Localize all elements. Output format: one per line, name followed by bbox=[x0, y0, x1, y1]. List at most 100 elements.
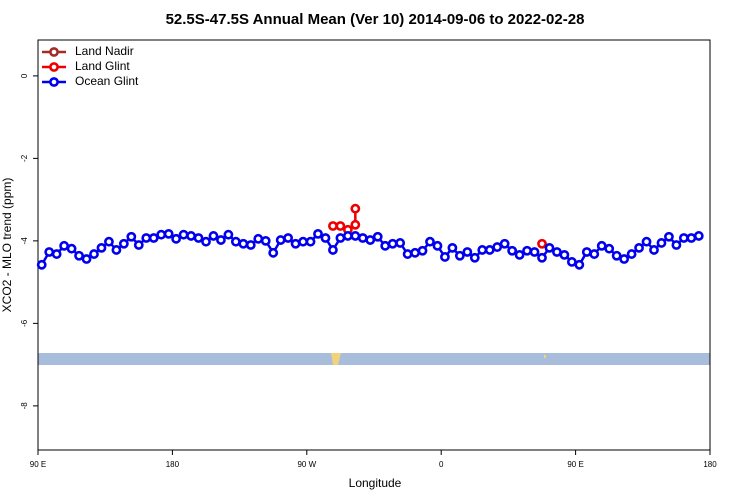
legend-marker bbox=[49, 62, 59, 72]
data-point bbox=[253, 233, 264, 244]
data-point bbox=[529, 247, 540, 257]
data-point bbox=[201, 236, 211, 247]
data-point bbox=[178, 229, 189, 240]
data-point bbox=[365, 235, 376, 245]
data-point bbox=[59, 240, 70, 251]
data-point bbox=[260, 235, 271, 246]
data-point bbox=[186, 231, 196, 241]
data-point bbox=[342, 231, 353, 241]
data-point bbox=[417, 245, 428, 256]
data-point bbox=[350, 231, 361, 241]
data-point bbox=[372, 231, 383, 242]
data-point bbox=[111, 245, 122, 255]
chart-title: 52.5S-47.5S Annual Mean (Ver 10) 2014-09… bbox=[166, 11, 585, 28]
land-patch bbox=[331, 353, 341, 365]
data-point bbox=[537, 238, 547, 249]
data-point bbox=[387, 238, 398, 249]
data-point bbox=[454, 250, 465, 261]
data-point bbox=[477, 245, 488, 255]
data-point bbox=[380, 240, 391, 251]
y-tick-label: -4 bbox=[20, 237, 29, 245]
data-point bbox=[298, 236, 308, 247]
data-point bbox=[693, 231, 704, 241]
data-point bbox=[686, 233, 697, 243]
data-point bbox=[432, 240, 443, 251]
data-point bbox=[402, 249, 413, 259]
data-point bbox=[223, 229, 234, 240]
map-strip bbox=[38, 353, 710, 365]
data-point bbox=[596, 240, 607, 251]
data-point bbox=[395, 238, 406, 248]
x-axis-label: Longitude bbox=[349, 476, 402, 490]
data-point bbox=[208, 231, 219, 241]
data-point bbox=[671, 240, 682, 250]
data-point bbox=[171, 233, 182, 244]
data-point bbox=[664, 231, 674, 242]
data-point bbox=[313, 228, 323, 239]
data-point bbox=[290, 238, 301, 249]
data-point bbox=[425, 236, 435, 247]
data-point bbox=[447, 242, 458, 253]
data-point bbox=[230, 236, 241, 247]
data-point bbox=[484, 245, 495, 255]
y-axis-label: XCO2 - MLO trend (ppm) bbox=[0, 178, 14, 313]
data-point bbox=[126, 231, 137, 242]
data-point bbox=[410, 247, 420, 258]
data-point bbox=[305, 236, 316, 247]
data-point bbox=[163, 228, 174, 239]
data-point bbox=[275, 235, 286, 245]
data-point bbox=[156, 229, 167, 240]
data-point bbox=[656, 238, 667, 248]
plot-frame bbox=[37, 39, 711, 451]
data-point bbox=[350, 203, 361, 214]
data-point bbox=[148, 233, 159, 243]
data-point bbox=[678, 233, 689, 243]
y-tick-label: -6 bbox=[20, 319, 29, 327]
data-point bbox=[581, 247, 592, 257]
data-point bbox=[141, 233, 152, 243]
x-tick-label: 90 E bbox=[30, 460, 46, 469]
y-tick-label: -2 bbox=[20, 154, 29, 162]
data-point bbox=[626, 249, 637, 259]
data-point bbox=[238, 238, 249, 249]
x-tick-label: 180 bbox=[703, 460, 717, 469]
legend-marker bbox=[49, 47, 59, 57]
data-point bbox=[634, 242, 644, 253]
data-point bbox=[216, 235, 226, 245]
data-point bbox=[320, 233, 331, 243]
data-point bbox=[51, 249, 62, 259]
data-point bbox=[335, 221, 346, 231]
data-point bbox=[350, 219, 361, 230]
data-point bbox=[328, 245, 338, 255]
data-point bbox=[44, 247, 55, 257]
legend-marker bbox=[49, 77, 59, 87]
data-point bbox=[641, 236, 652, 247]
data-point bbox=[604, 243, 615, 254]
data-point bbox=[268, 247, 279, 258]
data-point bbox=[133, 240, 144, 250]
data-point bbox=[469, 252, 480, 263]
data-point bbox=[245, 240, 256, 250]
data-point bbox=[440, 252, 450, 262]
legend-label: Land Glint bbox=[75, 59, 130, 73]
data-point bbox=[619, 254, 630, 264]
data-point bbox=[522, 245, 532, 256]
data-point bbox=[537, 252, 547, 263]
y-tick-label: -8 bbox=[20, 402, 29, 410]
data-point bbox=[499, 238, 510, 249]
data-point bbox=[507, 245, 518, 256]
legend-label: Land Nadir bbox=[75, 44, 134, 58]
x-tick-label: 90 W bbox=[297, 460, 316, 469]
data-point bbox=[566, 257, 577, 267]
data-point bbox=[104, 236, 114, 247]
data-point bbox=[559, 249, 570, 260]
data-point bbox=[514, 249, 525, 260]
data-point bbox=[96, 242, 107, 253]
data-point bbox=[552, 247, 562, 257]
data-point bbox=[357, 233, 368, 243]
data-point bbox=[193, 233, 204, 243]
data-point bbox=[74, 250, 84, 261]
x-tick-label: 90 E bbox=[567, 460, 583, 469]
x-tick-label: 180 bbox=[166, 460, 180, 469]
